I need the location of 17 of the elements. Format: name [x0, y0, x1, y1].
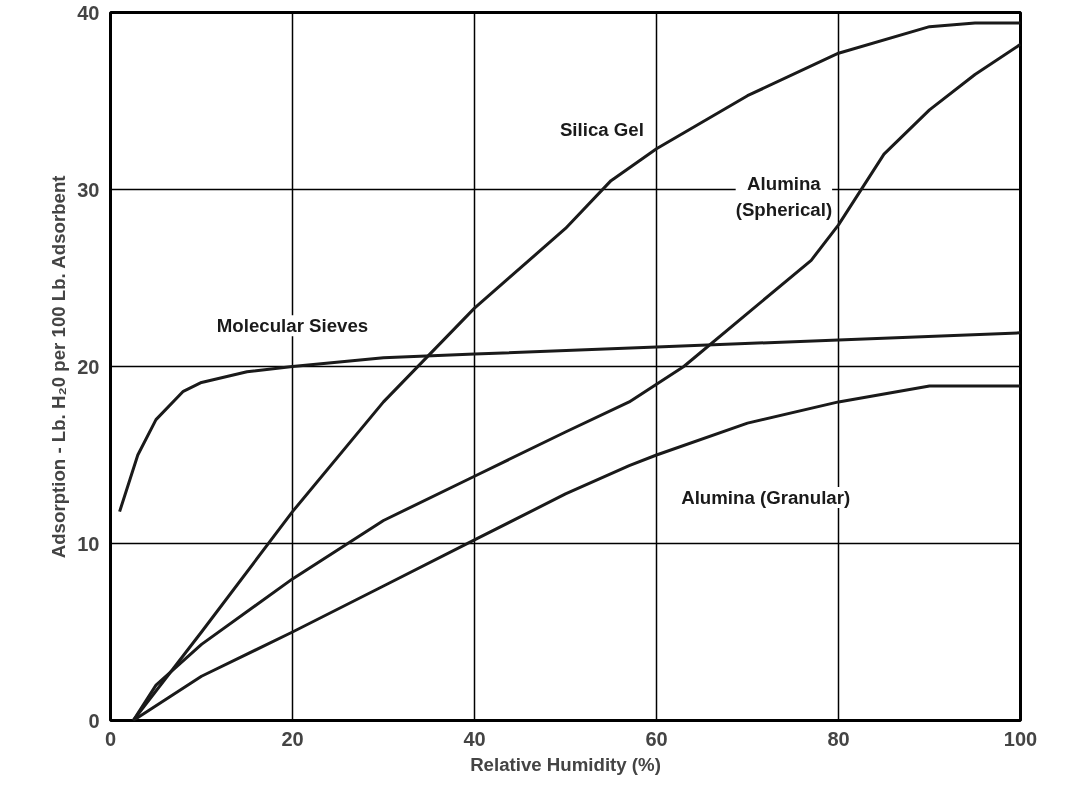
y-tick-label: 30 — [77, 178, 100, 201]
y-tick-label: 0 — [88, 709, 100, 732]
x-tick-label: 100 — [1003, 727, 1038, 750]
text: Alumina (Granular) — [681, 486, 851, 508]
x-tick-label: 40 — [463, 727, 486, 750]
y-tick-label: 10 — [77, 532, 100, 555]
y-axis-title: Adsorption - Lb. H₂0 per 100 Lb. Adsorbent — [48, 175, 70, 559]
y-tick-label: 40 — [77, 1, 100, 24]
y-tick-label: 20 — [77, 355, 100, 378]
x-tick-label: 0 — [104, 727, 117, 750]
series-label: Alumina (Spherical) — [735, 173, 833, 220]
x-tick-label: 20 — [281, 727, 304, 750]
series-label: Silica Gel — [559, 118, 644, 140]
x-tick-label: 80 — [827, 727, 850, 750]
series-label: Molecular Sieves — [216, 315, 369, 337]
x-axis-title: Relative Humidity (%) — [470, 753, 661, 775]
x-tick-label: 60 — [645, 727, 668, 750]
